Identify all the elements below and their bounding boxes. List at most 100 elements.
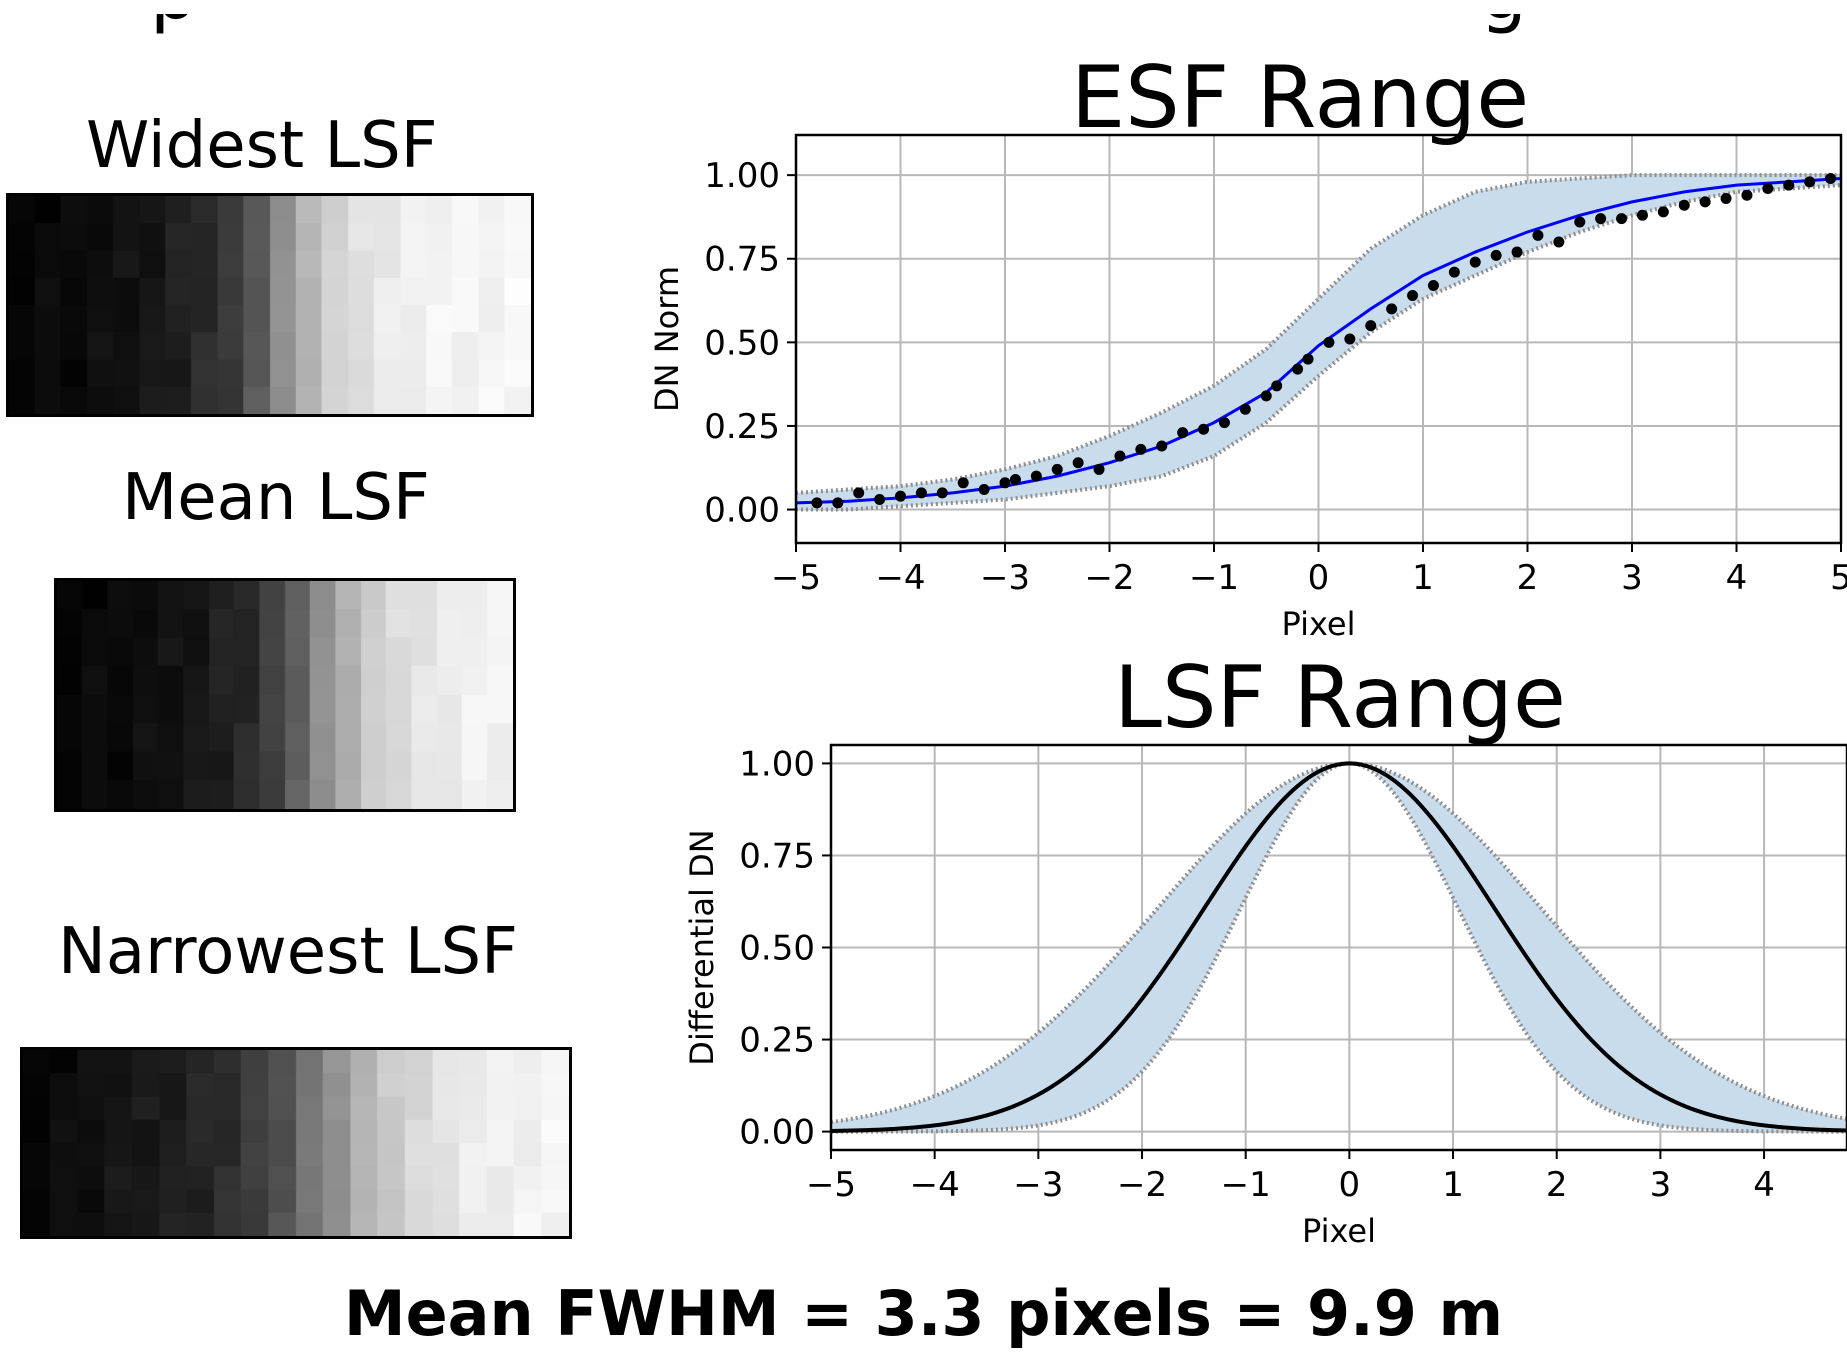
esf-x-tick-label: −2 <box>1084 558 1134 598</box>
esf-y-tick-label: 0.75 <box>704 240 780 280</box>
esf-data-point <box>1448 266 1460 278</box>
esf-data-point <box>936 487 948 499</box>
esf-data-point <box>1532 229 1544 241</box>
esf-data-point <box>1218 417 1230 429</box>
esf-data-point <box>1260 390 1272 402</box>
esf-data-point <box>1271 380 1283 392</box>
esf-data-point <box>1469 256 1481 268</box>
esf-data-point <box>1114 450 1126 462</box>
mean-lsf-label: Mean LSF <box>122 461 430 535</box>
lsf-x-tick-label: −3 <box>1013 1165 1063 1205</box>
esf-x-tick-label: −5 <box>771 558 821 598</box>
esf-x-tick-label: 5 <box>1830 558 1847 598</box>
lsf-x-tick-label: 2 <box>1546 1165 1568 1205</box>
esf-data-point <box>1135 443 1147 455</box>
esf-data-point <box>1093 463 1105 475</box>
esf-y-tick-label: 1.00 <box>704 156 780 196</box>
esf-data-point <box>1239 403 1251 415</box>
lsf-y-tick-label: 0.75 <box>739 836 815 876</box>
esf-data-point <box>1490 249 1502 261</box>
cropped-heading-fragment: p g <box>0 14 1847 46</box>
esf-data-point <box>811 497 823 509</box>
lsf-y-tick-label: 0.00 <box>739 1113 815 1153</box>
esf-data-point <box>978 483 990 495</box>
esf-data-point <box>1323 336 1335 348</box>
esf-data-point <box>1804 176 1816 188</box>
esf-data-point <box>1072 457 1084 469</box>
lsf-y-axis-label: Differential DN <box>683 829 721 1065</box>
lsf-band-upper-edge <box>830 761 1847 1125</box>
esf-data-point <box>1783 179 1795 191</box>
lsf-x-tick-label: 1 <box>1442 1165 1464 1205</box>
esf-data-point <box>1699 196 1711 208</box>
esf-data-point <box>1511 246 1523 258</box>
lsf-x-tick-label: −1 <box>1221 1165 1271 1205</box>
esf-x-tick-label: −4 <box>875 558 925 598</box>
esf-data-point <box>1407 290 1419 302</box>
esf-data-point <box>999 477 1011 489</box>
esf-data-point <box>1678 199 1690 211</box>
lsf-x-tick-label: 3 <box>1650 1165 1672 1205</box>
esf-data-point <box>1427 279 1439 291</box>
lsf-x-tick-label: 4 <box>1753 1165 1775 1205</box>
esf-range-band <box>796 175 1841 510</box>
esf-data-point <box>1741 189 1753 201</box>
esf-data-point <box>1051 463 1063 475</box>
esf-data-point <box>1720 193 1732 205</box>
esf-data-point <box>1030 470 1042 482</box>
lsf-x-tick-label: 0 <box>1339 1165 1361 1205</box>
esf-data-point <box>1657 206 1669 218</box>
esf-data-point <box>874 494 886 506</box>
esf-data-point <box>1156 440 1168 452</box>
esf-x-tick-label: 3 <box>1621 558 1643 598</box>
esf-x-tick-label: −1 <box>1189 558 1239 598</box>
lsf-y-tick-label: 0.25 <box>739 1021 815 1061</box>
widest-lsf-edge-image <box>6 193 534 417</box>
lsf-mean-curve <box>830 761 1847 1133</box>
esf-data-point <box>1386 303 1398 315</box>
esf-data-point <box>1198 423 1210 435</box>
esf-fit-line <box>795 176 1842 505</box>
esf-x-axis-label: Pixel <box>1281 605 1355 643</box>
esf-x-tick-label: 1 <box>1412 558 1434 598</box>
esf-y-tick-label: 0.00 <box>704 491 780 531</box>
esf-data-point <box>1302 353 1314 365</box>
esf-data-point <box>915 487 927 499</box>
esf-data-point <box>1365 320 1377 332</box>
esf-data-point <box>1595 213 1607 225</box>
esf-title: ESF Range <box>1070 48 1530 148</box>
mean-lsf-edge-image <box>54 578 516 812</box>
esf-data-point <box>957 477 969 489</box>
lsf-title: LSF Range <box>1114 648 1566 748</box>
esf-data-point <box>1825 172 1837 184</box>
esf-data-point <box>1292 363 1304 375</box>
esf-x-tick-label: 2 <box>1517 558 1539 598</box>
lsf-x-tick-label: −5 <box>806 1165 856 1205</box>
lsf-y-tick-label: 0.50 <box>739 929 815 969</box>
esf-y-axis-label: DN Norm <box>648 266 686 412</box>
esf-data-point <box>1344 333 1356 345</box>
esf-x-tick-label: 0 <box>1308 558 1330 598</box>
esf-x-tick-label: 4 <box>1726 558 1748 598</box>
esf-data-point <box>1177 427 1189 439</box>
esf-data-point <box>853 487 865 499</box>
narrowest-lsf-label: Narrowest LSF <box>58 915 518 989</box>
esf-data-point <box>1762 183 1774 195</box>
esf-y-tick-label: 0.25 <box>704 407 780 447</box>
esf-chart: −5 −4 −3 −2 −1 0 1 2 3 4 5 0.00 0.25 0.50 0.75 1.00 Pixe… <box>648 133 1847 643</box>
lsf-x-axis-label: Pixel <box>1302 1212 1376 1250</box>
esf-band-lower-edge <box>796 183 1842 512</box>
lsf-y-tick-label: 1.00 <box>739 744 815 784</box>
narrowest-lsf-edge-image <box>20 1047 572 1239</box>
esf-data-point <box>1574 216 1586 228</box>
esf-band-upper-edge <box>795 173 1841 495</box>
lsf-x-tick-label: −4 <box>910 1165 960 1205</box>
esf-y-tick-label: 0.50 <box>704 323 780 363</box>
widest-lsf-label: Widest LSF <box>86 109 438 183</box>
esf-data-point <box>1636 209 1648 221</box>
esf-data-point <box>832 497 844 509</box>
esf-data-point <box>1553 236 1565 248</box>
esf-data-point <box>1616 213 1628 225</box>
lsf-x-tick-label: −2 <box>1117 1165 1167 1205</box>
mean-fwhm-summary: Mean FWHM = 3.3 pixels = 9.9 m <box>343 1277 1504 1350</box>
